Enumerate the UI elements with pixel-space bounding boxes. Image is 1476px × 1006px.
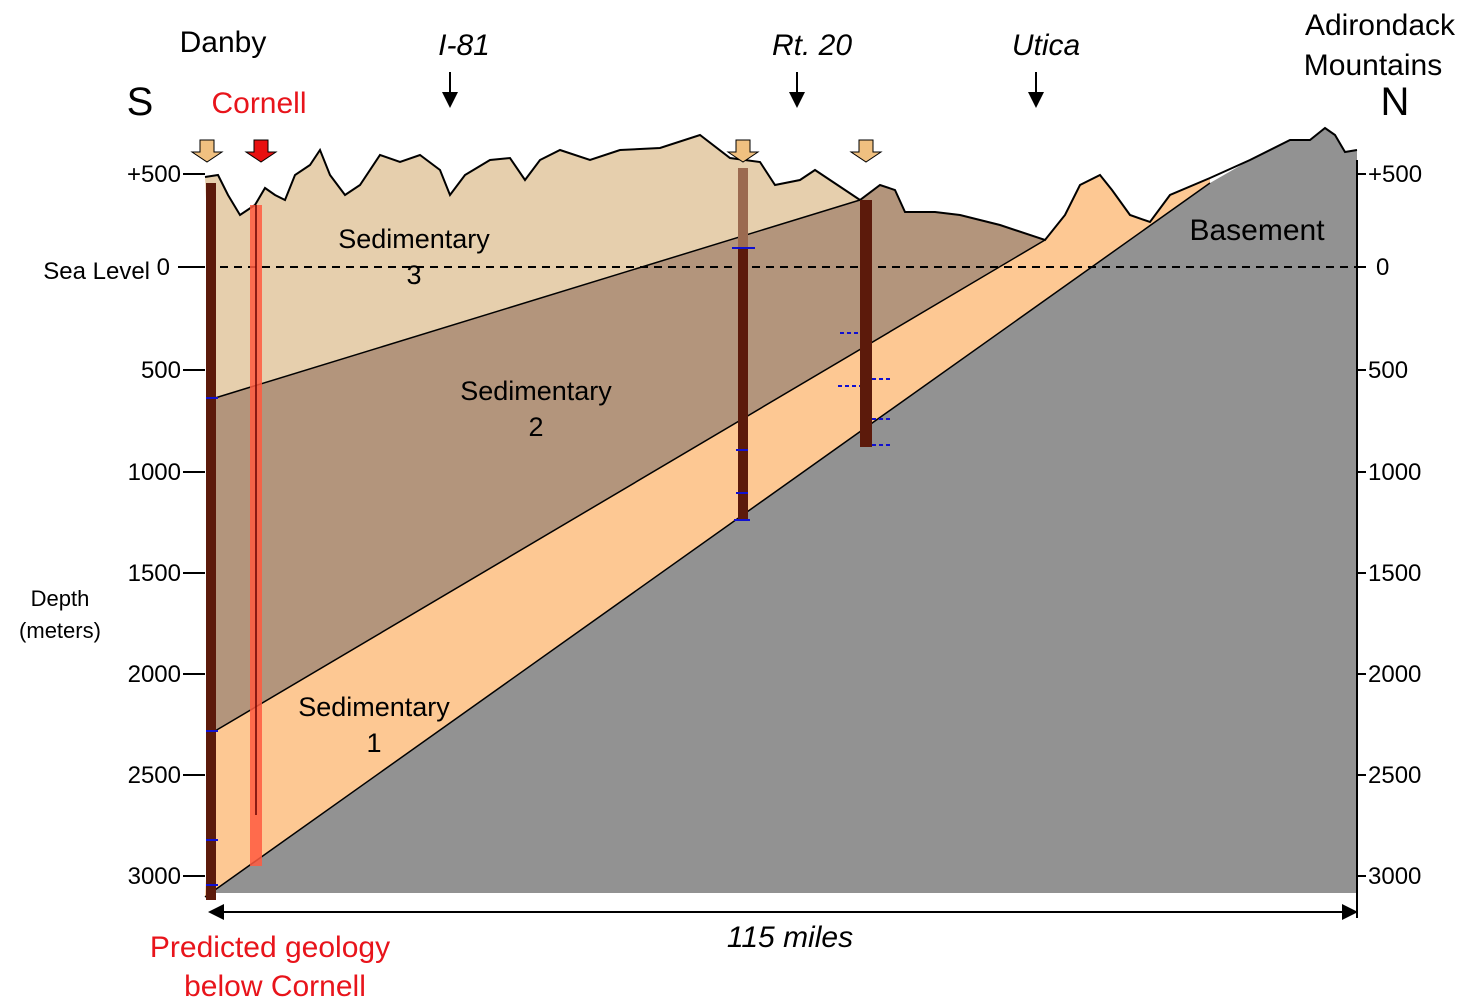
depth-tick-label: 2000 <box>1368 661 1421 688</box>
depth-tick-label: 2000 <box>128 661 181 688</box>
depth-tick-label: 1000 <box>128 459 181 486</box>
depth-label: Depth <box>31 586 90 611</box>
adirondack: Mountains <box>1304 49 1442 82</box>
utica: Utica <box>1012 29 1080 62</box>
unit-label: Sedimentary <box>338 224 490 254</box>
depth-tick-label: 3000 <box>128 863 181 890</box>
depth-tick-label: 3000 <box>1368 863 1421 890</box>
depth-tick-label: 0 <box>157 254 170 281</box>
rt20: Rt. 20 <box>772 29 852 62</box>
i81: I-81 <box>438 29 490 62</box>
place-arrows <box>450 72 1036 100</box>
depth-label: (meters) <box>19 618 101 643</box>
depth-tick-label: 1000 <box>1368 459 1421 486</box>
danby: Danby <box>180 26 267 59</box>
unit-label: 3 <box>406 260 421 290</box>
sea-level: Sea Level <box>43 258 150 285</box>
depth-tick-label: 1500 <box>128 560 181 587</box>
depth-tick-label: 500 <box>1368 357 1408 384</box>
north: N <box>1381 80 1410 124</box>
depth-tick-label: 2500 <box>128 762 181 789</box>
unit-label: Basement <box>1189 214 1325 247</box>
depth-tick-label: 0 <box>1376 254 1389 281</box>
depth-tick-label: 500 <box>141 357 181 384</box>
cornell: Cornell <box>211 87 306 120</box>
depth-tick-label: 2500 <box>1368 762 1421 789</box>
depth-tick-label: 1500 <box>1368 560 1421 587</box>
unit-label: Sedimentary <box>460 376 612 406</box>
adirondack: Adirondack <box>1305 9 1456 42</box>
predicted: below Cornell <box>184 970 366 1001</box>
distance: 115 miles <box>727 921 853 954</box>
well-3 <box>860 200 872 447</box>
cross-section: S N Danby Cornell I-81 Rt. 20 Utica Adir… <box>0 0 1476 1001</box>
unit-label: 2 <box>528 412 543 442</box>
south: S <box>127 80 154 124</box>
depth-tick-label: +500 <box>127 161 181 188</box>
well-danby <box>206 183 216 900</box>
unit-label: 1 <box>366 728 381 758</box>
predicted: Predicted geology <box>150 931 390 964</box>
depth-tick-label: +500 <box>1368 161 1422 188</box>
unit-label: Sedimentary <box>298 692 450 722</box>
well-arrows <box>192 140 881 162</box>
